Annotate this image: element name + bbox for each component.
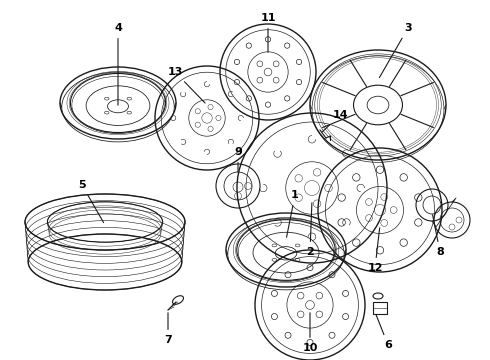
Text: 3: 3: [379, 23, 412, 78]
Text: 14: 14: [322, 110, 348, 132]
Text: 11: 11: [260, 13, 276, 52]
Text: 4: 4: [114, 23, 122, 105]
Text: 2: 2: [306, 203, 314, 257]
Text: 5: 5: [78, 180, 103, 222]
Text: 1: 1: [287, 190, 299, 237]
Bar: [373, 302, 387, 314]
Text: 13: 13: [167, 67, 205, 103]
Text: 7: 7: [164, 313, 172, 345]
Text: 10: 10: [302, 313, 318, 353]
Text: 12: 12: [367, 228, 383, 273]
Text: 8: 8: [433, 215, 444, 257]
Text: 9: 9: [234, 147, 242, 172]
Text: 6: 6: [376, 315, 392, 350]
